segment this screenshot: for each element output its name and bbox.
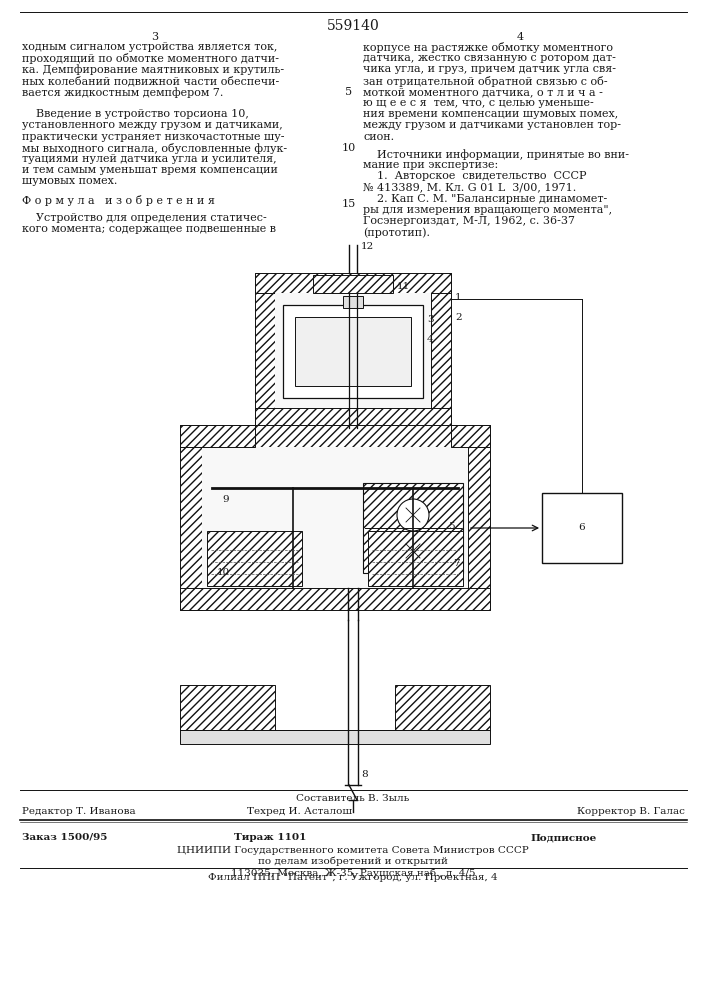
Bar [431, 273, 451, 428]
Text: 1.  Авторское  свидетельство  СССР: 1. Авторское свидетельство СССР [363, 171, 587, 181]
Text: сион.: сион. [363, 132, 394, 142]
Text: 113035, Москва, Ж-35, Раушская наб., д. 4/5: 113035, Москва, Ж-35, Раушская наб., д. … [230, 868, 475, 878]
Text: Редактор Т. Иванова: Редактор Т. Иванова [22, 807, 136, 816]
Text: 15: 15 [342, 199, 356, 209]
Text: 2. Кап С. М. "Балансирные динамомет-: 2. Кап С. М. "Балансирные динамомет- [363, 194, 607, 204]
Bar [368, 531, 463, 586]
Text: ных колебаний подвижной части обеспечи-: ных колебаний подвижной части обеспечи- [22, 76, 279, 86]
Text: Тираж 1101: Тираж 1101 [234, 833, 306, 842]
Bar [295, 317, 411, 386]
Text: моткой моментного датчика, о т л и ч а -: моткой моментного датчика, о т л и ч а - [363, 87, 603, 97]
Text: между грузом и датчиками установлен тор-: между грузом и датчиками установлен тор- [363, 120, 621, 130]
Bar [542, 493, 622, 563]
Text: Устройство для определения статичес-: Устройство для определения статичес- [22, 213, 267, 223]
Text: по делам изобретений и открытий: по делам изобретений и открытий [258, 857, 448, 866]
Text: проходящий по обмотке моментного датчи-: проходящий по обмотке моментного датчи- [22, 53, 279, 64]
Text: 11: 11 [397, 282, 410, 291]
Text: 3: 3 [151, 32, 158, 42]
Text: и тем самым уменьшат время компенсации: и тем самым уменьшат время компенсации [22, 165, 278, 175]
Bar [180, 730, 490, 744]
Bar [283, 305, 423, 398]
Text: шумовых помех.: шумовых помех. [22, 176, 117, 186]
Text: 12: 12 [361, 242, 374, 251]
Text: 559140: 559140 [327, 19, 380, 33]
Text: ходным сигналом устройства является ток,: ходным сигналом устройства является ток, [22, 42, 277, 52]
Bar [255, 273, 275, 428]
Text: кого момента; содержащее подвешенные в: кого момента; содержащее подвешенные в [22, 224, 276, 234]
Bar [468, 425, 490, 610]
Text: 1: 1 [455, 293, 462, 302]
Bar [180, 588, 490, 610]
Text: 4: 4 [516, 32, 524, 42]
Text: Корректор В. Галас: Корректор В. Галас [577, 807, 685, 816]
Text: вается жидкостным демпфером 7.: вается жидкостным демпфером 7. [22, 87, 223, 98]
Text: 10: 10 [342, 143, 356, 153]
Bar [207, 531, 302, 586]
Bar [180, 425, 490, 447]
Bar [180, 685, 275, 730]
Bar [313, 275, 393, 293]
Text: Техред И. Асталош: Техред И. Асталош [247, 807, 353, 816]
Bar [180, 425, 202, 610]
Bar [180, 425, 255, 447]
Bar [255, 408, 451, 428]
Text: датчика, жестко связанную с ротором дат-: датчика, жестко связанную с ротором дат- [363, 53, 616, 63]
Text: Филиал ППП "Патент", г. Ужгород, ул. Проектная, 4: Филиал ППП "Патент", г. Ужгород, ул. Про… [208, 873, 498, 882]
Text: 7: 7 [453, 558, 460, 568]
Text: зан отрицательной обратной связью с об-: зан отрицательной обратной связью с об- [363, 76, 607, 87]
Text: Госэнергоиздат, М-Л, 1962, с. 36-37: Госэнергоиздат, М-Л, 1962, с. 36-37 [363, 216, 575, 226]
Bar [451, 425, 490, 447]
Text: 5: 5 [346, 87, 353, 97]
Text: 4: 4 [427, 335, 433, 344]
Text: 5: 5 [448, 522, 455, 531]
Text: 10: 10 [217, 568, 230, 577]
Text: туациями нулей датчика угла и усилителя,: туациями нулей датчика угла и усилителя, [22, 154, 276, 164]
Text: 2: 2 [455, 313, 462, 322]
Text: корпусе на растяжке обмотку моментного: корпусе на растяжке обмотку моментного [363, 42, 613, 53]
Text: ния времени компенсации шумовых помех,: ния времени компенсации шумовых помех, [363, 109, 618, 119]
Text: мы выходного сигнала, обусловленные флук-: мы выходного сигнала, обусловленные флук… [22, 143, 287, 154]
Text: Составитель В. Зыль: Составитель В. Зыль [296, 794, 409, 803]
Text: Источники информации, принятые во вни-: Источники информации, принятые во вни- [363, 149, 629, 160]
Bar [275, 293, 431, 408]
Text: мание при экспертизе:: мание при экспертизе: [363, 160, 498, 170]
Text: 6: 6 [579, 524, 585, 532]
Text: ка. Демпфирование маятниковых и крутиль-: ка. Демпфирование маятниковых и крутиль- [22, 64, 284, 75]
Text: 9: 9 [222, 495, 228, 504]
Text: (прототип).: (прототип). [363, 227, 430, 238]
Text: Заказ 1500/95: Заказ 1500/95 [22, 833, 107, 842]
Circle shape [397, 499, 429, 531]
Text: установленного между грузом и датчиками,: установленного между грузом и датчиками, [22, 120, 283, 130]
Bar [343, 296, 363, 308]
Text: 8: 8 [361, 770, 368, 779]
Text: чика угла, и груз, причем датчик угла свя-: чика угла, и груз, причем датчик угла св… [363, 64, 616, 74]
Text: практически устраняет низкочастотные шу-: практически устраняет низкочастотные шу- [22, 132, 284, 142]
Text: ЦНИИПИ Государственного комитета Совета Министров СССР: ЦНИИПИ Государственного комитета Совета … [177, 846, 529, 855]
Text: Подписное: Подписное [530, 833, 596, 842]
Circle shape [397, 535, 429, 567]
Text: № 413389, М. Кл. G 01 L  3/00, 1971.: № 413389, М. Кл. G 01 L 3/00, 1971. [363, 182, 576, 192]
Bar [363, 483, 463, 573]
Bar [395, 685, 490, 730]
Text: Введение в устройство торсиона 10,: Введение в устройство торсиона 10, [22, 109, 249, 119]
Bar [255, 273, 451, 293]
Text: Ф о р м у л а   и з о б р е т е н и я: Ф о р м у л а и з о б р е т е н и я [22, 195, 215, 206]
Bar [202, 447, 468, 588]
Text: ры для измерения вращающего момента",: ры для измерения вращающего момента", [363, 205, 612, 215]
Text: 3: 3 [427, 315, 433, 324]
Text: ю щ е е с я  тем, что, с целью уменьше-: ю щ е е с я тем, что, с целью уменьше- [363, 98, 594, 108]
